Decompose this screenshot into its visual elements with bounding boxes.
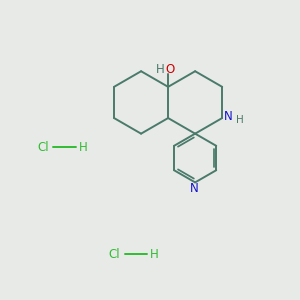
Text: O: O <box>166 62 175 76</box>
Text: H: H <box>236 116 243 125</box>
Text: H: H <box>156 62 165 76</box>
Text: H: H <box>150 248 159 260</box>
Text: N: N <box>190 182 198 195</box>
Text: H: H <box>79 140 88 154</box>
Text: N: N <box>224 110 233 123</box>
Text: Cl: Cl <box>109 248 120 260</box>
Text: Cl: Cl <box>37 140 49 154</box>
